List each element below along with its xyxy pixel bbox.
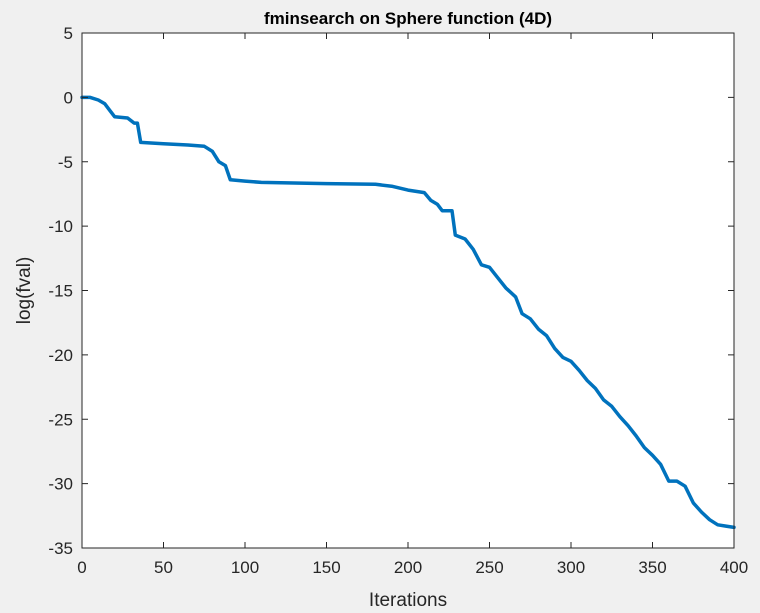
y-tick-label: 0 (64, 88, 73, 107)
y-tick-label: -25 (48, 410, 73, 429)
y-tick-label: -20 (48, 346, 73, 365)
x-tick-label: 350 (638, 558, 666, 577)
x-tick-label: 200 (394, 558, 422, 577)
y-tick-label: -15 (48, 282, 73, 301)
chart-title: fminsearch on Sphere function (4D) (264, 9, 552, 28)
series-line (80, 95, 736, 530)
x-tick-label: 0 (77, 558, 86, 577)
y-tick-label: 5 (64, 24, 73, 43)
x-axis-label: Iterations (369, 590, 447, 611)
x-tick-label: 400 (720, 558, 748, 577)
y-tick-label: -30 (48, 475, 73, 494)
y-axis-ticks: 5 0 -5 -10 -15 -20 -25 -30 -35 (48, 24, 734, 558)
y-axis-label: log(fval) (14, 257, 35, 325)
y-tick-label: -10 (48, 217, 73, 236)
y-tick-label: -35 (48, 539, 73, 558)
x-tick-label: 250 (475, 558, 503, 577)
x-tick-label: 300 (557, 558, 585, 577)
x-tick-label: 100 (231, 558, 259, 577)
x-axis-ticks: 0 50 100 150 200 250 300 350 400 (77, 33, 748, 577)
x-tick-label: 150 (312, 558, 340, 577)
x-tick-label: 50 (154, 558, 173, 577)
y-tick-label: -5 (58, 153, 73, 172)
axes-background (82, 33, 734, 548)
